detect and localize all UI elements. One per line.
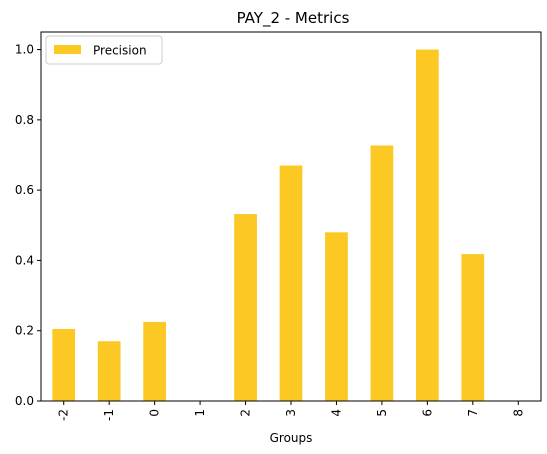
legend-box: [45, 35, 163, 65]
bar-6: [416, 49, 439, 401]
bar-0: [143, 321, 166, 401]
y-ticks-group: 0.0 0.2 0.4 0.6 0.8 1.0: [15, 43, 41, 408]
y-tick-label: 0.2: [15, 324, 34, 338]
legend: Precision: [45, 35, 163, 65]
x-tick-label: -1: [102, 409, 116, 421]
bar-7: [461, 254, 485, 401]
x-tick-label: 4: [329, 409, 343, 417]
bar-4: [325, 232, 348, 401]
x-tick-label: 7: [466, 409, 480, 417]
legend-label: Precision: [93, 44, 147, 58]
x-tick-label: 6: [420, 409, 434, 417]
bar-2: [234, 214, 257, 401]
bar--1: [97, 341, 121, 401]
y-tick-label: 0.4: [15, 253, 34, 267]
bars-group: [52, 49, 485, 401]
legend-swatch: [54, 45, 81, 54]
x-axis-label: Groups: [270, 431, 313, 445]
x-tick-label: 2: [239, 409, 253, 417]
bar-5: [370, 145, 394, 401]
chart-title: PAY_2 - Metrics: [237, 9, 350, 28]
x-tick-label: 8: [511, 409, 525, 417]
x-tick-label: 0: [148, 409, 162, 417]
x-tick-label: 3: [284, 409, 298, 417]
y-tick-label: 0.6: [15, 183, 34, 197]
bar-3: [279, 165, 303, 401]
x-tick-label: 1: [193, 409, 207, 417]
y-tick-label: 1.0: [15, 43, 34, 57]
y-tick-label: 0.0: [15, 394, 34, 408]
x-tick-label: 5: [375, 409, 389, 417]
y-tick-label: 0.8: [15, 113, 34, 127]
x-tick-label: -2: [57, 409, 71, 421]
bar--2: [52, 328, 76, 401]
x-ticks-group: -2 -1 0 1 2 3 4 5 6 7 8: [57, 401, 525, 421]
